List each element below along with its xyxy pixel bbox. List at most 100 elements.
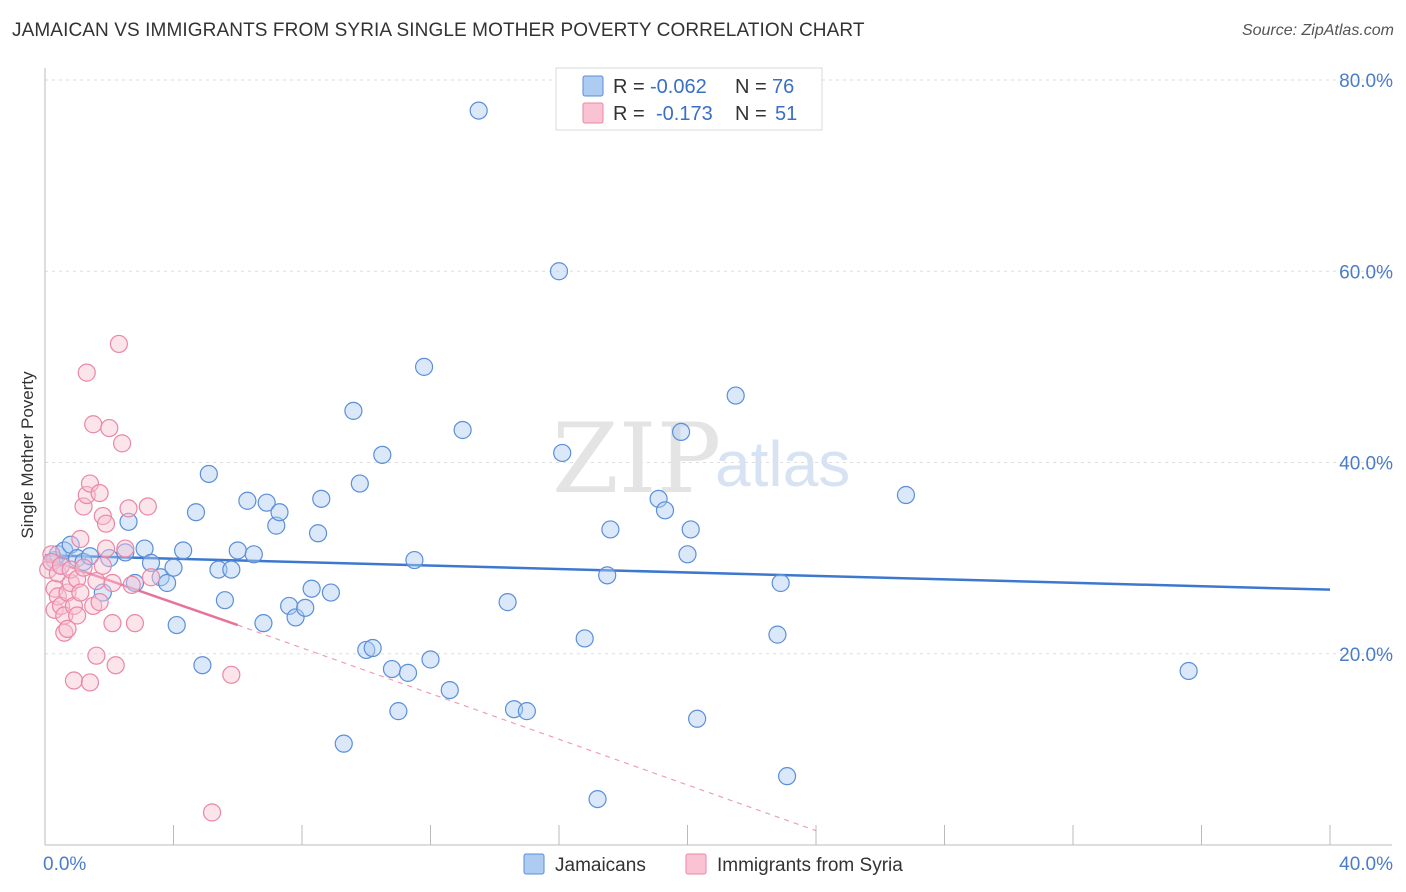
jamaicans-point (453, 420, 472, 440)
jamaicans-point (157, 573, 177, 593)
syria-point (90, 593, 109, 612)
legend-r-value: -0.173 (656, 103, 713, 125)
syria-point (55, 606, 74, 625)
syria-point (103, 614, 122, 633)
legend-n-value: 51 (775, 103, 797, 125)
jamaicans-point (125, 573, 145, 593)
legend-n-value: 76 (772, 76, 794, 98)
jamaicans-point (280, 596, 299, 616)
jamaicans-point (141, 553, 161, 573)
jamaicans-point (228, 541, 247, 560)
jamaicans-point (209, 560, 228, 579)
syria-point (71, 529, 90, 549)
syria-point (222, 665, 241, 684)
legend-r-label: R = (613, 76, 645, 98)
jamaicans-point (164, 558, 183, 577)
syria-point (112, 434, 132, 453)
jamaicans-point (174, 541, 193, 560)
syria-point (141, 568, 161, 587)
jamaicans-point (575, 629, 594, 648)
syria-trendline (44, 556, 239, 627)
jamaicans-point (199, 464, 218, 484)
legend-r-value: -0.062 (650, 76, 707, 98)
jamaicans-point (421, 650, 440, 669)
y-tick-labels: 20.0% 40.0% 60.0% 80.0% (1339, 71, 1393, 666)
jamaicans-point (373, 445, 392, 464)
x-tick-label: 0.0% (43, 854, 86, 875)
jamaicans-point (389, 702, 408, 721)
jamaicans-point (440, 680, 459, 700)
jamaicans-point (357, 640, 376, 660)
watermark-zip: ZIP (552, 403, 721, 515)
y-tick-label: 20.0% (1339, 645, 1393, 666)
axes (44, 68, 1392, 846)
jamaicans-point (469, 101, 488, 120)
jamaicans-point (777, 767, 797, 786)
gridlines (45, 79, 1392, 655)
jamaicans-point (414, 357, 434, 376)
jamaicans-point (363, 638, 382, 658)
jamaicans-point (649, 489, 668, 508)
jamaicans-point (257, 493, 276, 512)
jamaicans-point (222, 560, 241, 579)
jamaicans-point (553, 443, 572, 463)
jamaicans-point (768, 625, 787, 644)
syria-point (77, 363, 96, 382)
syria-point (68, 606, 87, 625)
jamaicans-point (498, 593, 517, 612)
jamaicans-point (286, 608, 305, 627)
jamaicans-point (601, 520, 620, 539)
trendlines (44, 554, 1331, 832)
jamaicans-point (193, 656, 212, 675)
syria-point (90, 484, 109, 503)
syria-point (138, 497, 157, 516)
jamaicans-point (350, 474, 369, 493)
jamaicans-point (244, 545, 263, 564)
jamaicans-point (321, 583, 341, 602)
jamaicans-point (405, 550, 424, 570)
syria-point (71, 583, 90, 602)
y-axis-label: Single Mother Poverty (18, 371, 37, 539)
legend-swatch-syria (582, 102, 604, 124)
syria-point (84, 415, 103, 434)
points (39, 101, 1198, 822)
jamaicans-point (308, 524, 328, 543)
syria-point (122, 575, 141, 595)
y-tick-label: 80.0% (1339, 71, 1393, 92)
syria-point (51, 556, 71, 575)
bottom-legend-label-jamaicans: Jamaicans (555, 855, 646, 876)
watermark: ZIP atlas (552, 403, 850, 515)
syria-point (119, 499, 138, 518)
jamaicans-point (302, 579, 321, 598)
jamaicans-point (726, 386, 745, 405)
syria-point (116, 539, 135, 558)
syria-point (68, 570, 87, 589)
syria-point (74, 558, 93, 577)
jamaicans-point (655, 501, 675, 520)
bottom-legend-swatch-syria (685, 853, 707, 875)
syria-point (80, 474, 100, 493)
jamaicans-point (80, 547, 100, 566)
syria-point (87, 646, 106, 665)
jamaicans-point (771, 573, 790, 593)
syria-point (87, 571, 106, 591)
jamaicans-point (688, 709, 707, 728)
jamaicans-point (267, 516, 286, 535)
watermark-atlas: atlas (715, 428, 850, 500)
syria-point (93, 556, 112, 575)
chart-title: JAMAICAN VS IMMIGRANTS FROM SYRIA SINGLE… (12, 20, 865, 41)
legend-n-label: N = (735, 76, 767, 98)
syria-point (48, 587, 67, 606)
bottom-legend-label-syria: Immigrants from Syria (717, 855, 903, 876)
jamaicans-point (382, 659, 402, 679)
jamaicans-point (334, 734, 353, 753)
legend-n-label: N = (735, 103, 767, 125)
jamaicans-point (186, 503, 206, 522)
syria-point (74, 497, 93, 516)
syria-point (103, 573, 122, 593)
legend-swatch-jamaicans (582, 75, 604, 97)
jamaicans-point (215, 591, 234, 610)
jamaicans-point (1179, 661, 1198, 681)
bottom-legend-swatch-jamaicans (523, 853, 545, 875)
